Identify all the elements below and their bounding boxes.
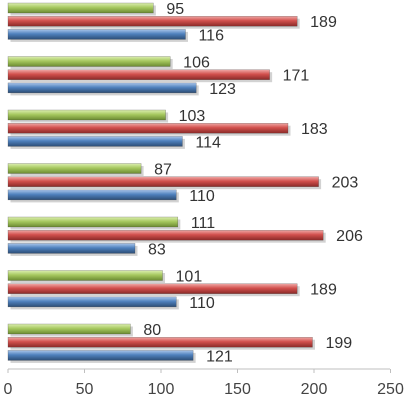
green-bar-5 xyxy=(7,216,179,228)
red-bar-1 xyxy=(7,16,298,27)
blue-bar-5 xyxy=(7,243,136,254)
green-bar-1-label: 95 xyxy=(166,1,184,18)
x-tick-label-250: 250 xyxy=(377,381,404,398)
green-bar-7 xyxy=(7,323,131,335)
x-tick-label-0: 0 xyxy=(4,381,13,398)
blue-bar-7 xyxy=(7,350,194,361)
blue-bar-4-label: 110 xyxy=(189,188,215,205)
blue-bar-3-label: 114 xyxy=(195,134,221,151)
green-bar-3 xyxy=(7,109,166,121)
red-bar-3 xyxy=(7,122,289,134)
green-bar-2 xyxy=(7,56,171,67)
x-tick-label-200: 200 xyxy=(301,381,328,398)
red-bar-5-label: 206 xyxy=(336,228,363,245)
red-bar-6-label: 189 xyxy=(310,282,337,299)
blue-bar-3 xyxy=(7,136,183,147)
green-bar-5-label: 111 xyxy=(191,215,215,232)
green-bar-1 xyxy=(7,2,154,14)
red-bar-2 xyxy=(7,69,270,80)
green-bar-7-label: 80 xyxy=(143,322,161,339)
red-bar-7 xyxy=(7,337,313,348)
red-bar-4-label: 203 xyxy=(332,175,359,192)
red-bar-4 xyxy=(7,176,319,187)
blue-bar-7-label: 121 xyxy=(206,348,233,365)
red-bar-3-label: 183 xyxy=(301,121,328,138)
blue-bar-4 xyxy=(7,189,177,201)
blue-bar-6-label: 110 xyxy=(189,295,215,312)
red-bar-6 xyxy=(7,283,298,294)
blue-bar-2-label: 123 xyxy=(209,81,236,98)
x-tick-label-50: 50 xyxy=(76,381,94,398)
blue-bar-1 xyxy=(7,29,186,40)
blue-bar-6 xyxy=(7,296,177,308)
green-bar-3-label: 103 xyxy=(179,108,206,125)
green-bar-4 xyxy=(7,163,142,174)
green-bar-6 xyxy=(7,270,163,281)
red-bar-1-label: 189 xyxy=(310,14,337,31)
red-bar-7-label: 199 xyxy=(325,335,352,352)
blue-bar-2 xyxy=(7,82,197,94)
blue-bar-1-label: 116 xyxy=(198,27,224,44)
green-bar-6-label: 101 xyxy=(176,269,203,286)
blue-bar-5-label: 83 xyxy=(148,241,166,258)
green-bar-4-label: 87 xyxy=(154,162,172,179)
x-tick-label-100: 100 xyxy=(148,381,175,398)
red-bar-2-label: 171 xyxy=(283,68,310,85)
red-bar-5 xyxy=(7,229,324,241)
green-bar-2-label: 106 xyxy=(183,55,210,72)
x-axis-ticks: 0 50 100 150 200 250 xyxy=(4,369,404,398)
bars-layer xyxy=(7,2,326,363)
x-tick-label-150: 150 xyxy=(224,381,251,398)
